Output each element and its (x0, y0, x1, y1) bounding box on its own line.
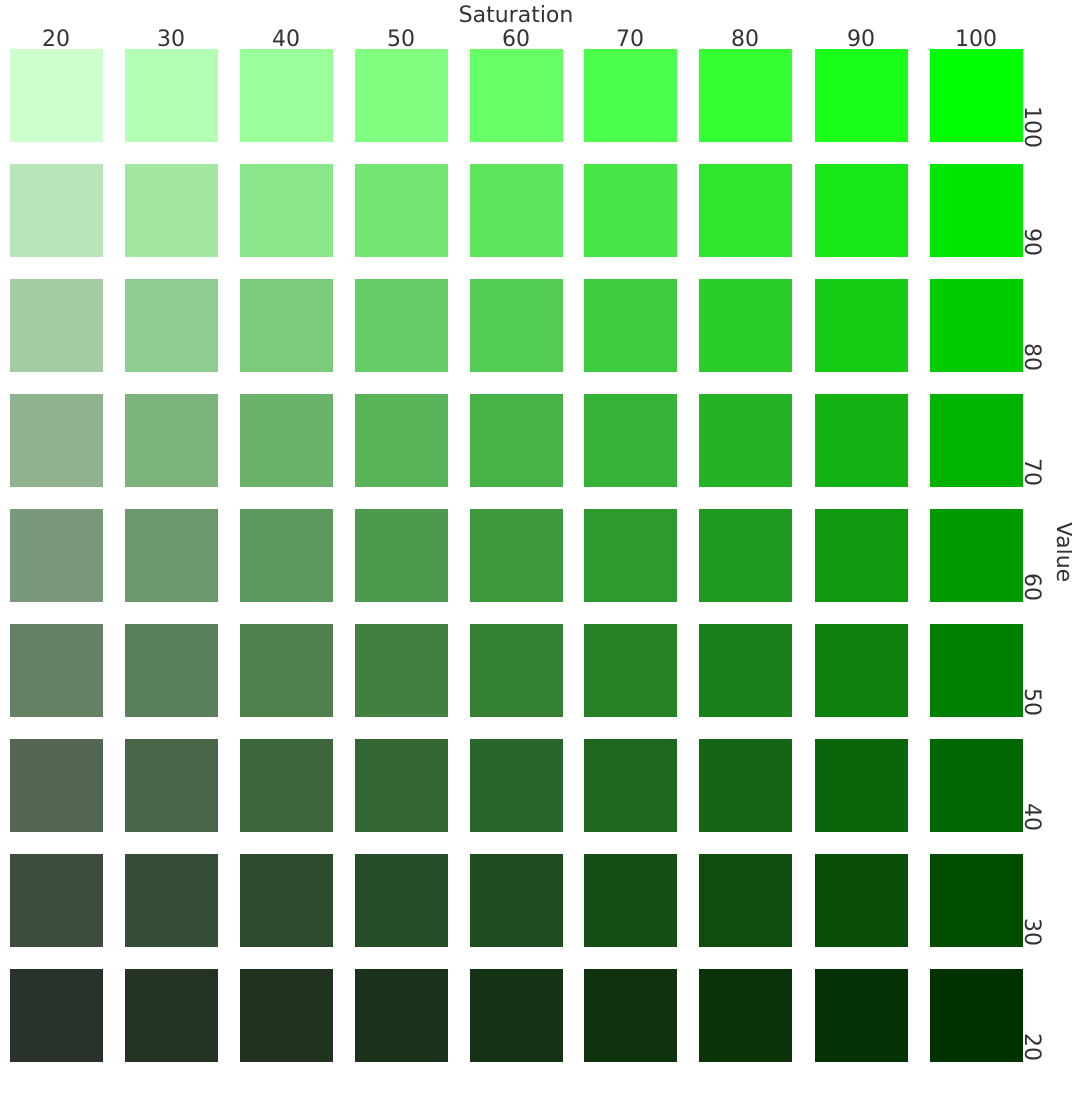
color-swatch (584, 624, 677, 717)
color-swatch (355, 854, 448, 947)
color-swatch (240, 854, 333, 947)
saturation-tick-label: 30 (157, 27, 185, 52)
color-swatch (699, 164, 792, 257)
color-swatch (10, 49, 103, 142)
color-swatch (125, 624, 218, 717)
color-swatch (10, 164, 103, 257)
color-swatch (355, 394, 448, 487)
color-swatch (470, 739, 563, 832)
color-swatch (10, 394, 103, 487)
value-axis-title: Value (1051, 521, 1072, 583)
color-swatch (584, 279, 677, 372)
saturation-tick-label: 90 (847, 27, 875, 52)
color-swatch (125, 279, 218, 372)
color-swatch (125, 854, 218, 947)
color-swatch (584, 164, 677, 257)
color-swatch (815, 969, 908, 1062)
color-swatch (240, 394, 333, 487)
color-swatch (355, 739, 448, 832)
color-swatch (584, 739, 677, 832)
color-swatch (930, 49, 1023, 142)
color-swatch (815, 624, 908, 717)
color-swatch (930, 394, 1023, 487)
saturation-tick-label: 80 (731, 27, 759, 52)
color-swatch (699, 969, 792, 1062)
color-swatch (699, 624, 792, 717)
color-swatch (699, 279, 792, 372)
color-swatch (584, 49, 677, 142)
color-swatch (470, 49, 563, 142)
color-swatch (240, 969, 333, 1062)
color-swatch (584, 509, 677, 602)
color-swatch (355, 509, 448, 602)
color-swatch (930, 739, 1023, 832)
color-swatch (125, 394, 218, 487)
color-swatch (470, 509, 563, 602)
saturation-tick-label: 100 (955, 27, 997, 52)
color-swatch (584, 969, 677, 1062)
color-swatch (240, 164, 333, 257)
color-swatch (815, 739, 908, 832)
color-swatch (240, 739, 333, 832)
color-swatch (815, 164, 908, 257)
color-swatch (240, 624, 333, 717)
color-swatch (699, 854, 792, 947)
color-swatch (10, 739, 103, 832)
color-swatch (470, 164, 563, 257)
color-swatch (584, 854, 677, 947)
color-swatch (355, 164, 448, 257)
saturation-axis-title: Saturation (458, 3, 574, 28)
color-swatch (240, 279, 333, 372)
color-swatch-grid: Saturation Value 20 30 40 50 60 70 80 90 100 100 9… (10, 3, 1072, 1062)
color-swatch (10, 509, 103, 602)
color-swatch (699, 49, 792, 142)
color-swatch (815, 279, 908, 372)
color-swatch (10, 279, 103, 372)
color-swatch (125, 739, 218, 832)
color-swatch (355, 624, 448, 717)
color-swatch (930, 854, 1023, 947)
color-swatch (815, 854, 908, 947)
color-swatch (125, 164, 218, 257)
color-swatch (10, 854, 103, 947)
color-swatch (930, 509, 1023, 602)
color-swatch (699, 739, 792, 832)
saturation-tick-label: 40 (272, 27, 300, 52)
color-swatch (355, 969, 448, 1062)
color-swatch (470, 394, 563, 487)
color-swatch (470, 854, 563, 947)
color-swatch (125, 969, 218, 1062)
color-swatch (125, 49, 218, 142)
color-swatch (470, 969, 563, 1062)
color-swatch (815, 394, 908, 487)
color-swatch (355, 49, 448, 142)
color-swatch (930, 969, 1023, 1062)
color-swatch (699, 509, 792, 602)
color-swatch (240, 49, 333, 142)
color-swatch (470, 624, 563, 717)
color-swatch (10, 624, 103, 717)
saturation-tick-label: 60 (502, 27, 530, 52)
color-swatch (930, 164, 1023, 257)
saturation-tick-label: 20 (42, 27, 70, 52)
color-swatch (930, 624, 1023, 717)
color-swatch (815, 509, 908, 602)
color-swatch (470, 279, 563, 372)
color-swatch (930, 279, 1023, 372)
color-swatch (355, 279, 448, 372)
color-swatch (815, 49, 908, 142)
color-swatch (10, 969, 103, 1062)
saturation-tick-label: 70 (616, 27, 644, 52)
saturation-tick-label: 50 (387, 27, 415, 52)
color-swatch (699, 394, 792, 487)
color-swatch (125, 509, 218, 602)
color-swatch (584, 394, 677, 487)
color-swatch (240, 509, 333, 602)
